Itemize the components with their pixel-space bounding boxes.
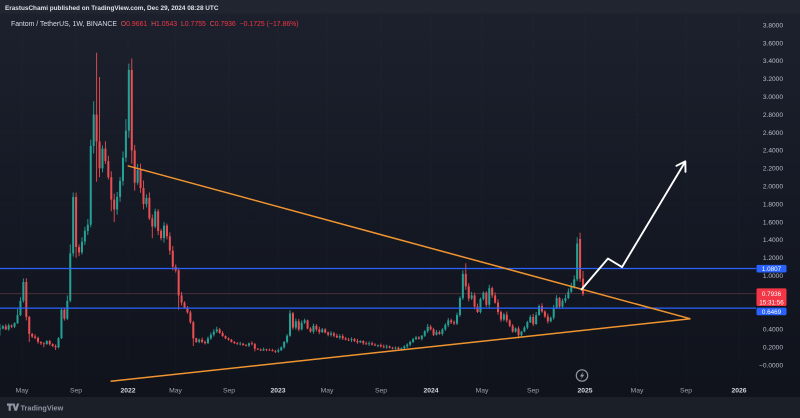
svg-text:2025: 2025	[577, 388, 592, 395]
svg-text:May: May	[321, 388, 334, 395]
svg-text:May: May	[169, 388, 182, 395]
svg-text:1.2000: 1.2000	[763, 255, 784, 262]
svg-text:3.2000: 3.2000	[763, 76, 784, 83]
svg-text:−0.0000: −0.0000	[759, 363, 783, 370]
svg-text:2.4000: 2.4000	[763, 148, 784, 155]
svg-text:1.0000: 1.0000	[763, 273, 784, 280]
svg-text:ErastusChami published on Trad: ErastusChami published on TradingView.co…	[5, 5, 219, 12]
svg-text:2023: 2023	[270, 388, 285, 395]
svg-text:1.8000: 1.8000	[763, 201, 784, 208]
svg-text:0.6469: 0.6469	[762, 309, 782, 316]
svg-text:Fantom / TetherUS, 1W, BINANCE: Fantom / TetherUS, 1W, BINANCE O0.9661 H…	[11, 21, 299, 28]
svg-text:0.7936: 0.7936	[762, 291, 782, 298]
svg-text:Sep: Sep	[375, 388, 387, 395]
svg-text:TradingView: TradingView	[21, 403, 64, 412]
svg-text:2.2000: 2.2000	[763, 166, 784, 173]
svg-text:2024: 2024	[423, 388, 438, 395]
svg-text:3.6000: 3.6000	[763, 40, 784, 47]
svg-text:Sep: Sep	[527, 388, 539, 395]
svg-text:0.2000: 0.2000	[763, 345, 784, 352]
svg-text:3.0000: 3.0000	[763, 94, 784, 101]
svg-text:2.0000: 2.0000	[763, 184, 784, 191]
svg-text:2022: 2022	[120, 388, 135, 395]
svg-text:3.8000: 3.8000	[763, 22, 784, 29]
svg-text:1.4000: 1.4000	[763, 237, 784, 244]
svg-text:1.0807: 1.0807	[762, 266, 782, 273]
svg-text:2.8000: 2.8000	[763, 112, 784, 119]
svg-text:15:31:56: 15:31:56	[759, 300, 784, 307]
svg-text:0.4000: 0.4000	[763, 327, 784, 334]
svg-text:2026: 2026	[731, 388, 746, 395]
svg-text:2.6000: 2.6000	[763, 130, 784, 137]
svg-text:Sep: Sep	[223, 388, 235, 395]
svg-text:May: May	[476, 388, 489, 395]
svg-text:3.4000: 3.4000	[763, 58, 784, 65]
svg-text:1.6000: 1.6000	[763, 219, 784, 226]
svg-text:Sep: Sep	[70, 388, 82, 395]
svg-text:May: May	[16, 388, 29, 395]
svg-text:May: May	[631, 388, 644, 395]
svg-text:Sep: Sep	[680, 388, 692, 395]
